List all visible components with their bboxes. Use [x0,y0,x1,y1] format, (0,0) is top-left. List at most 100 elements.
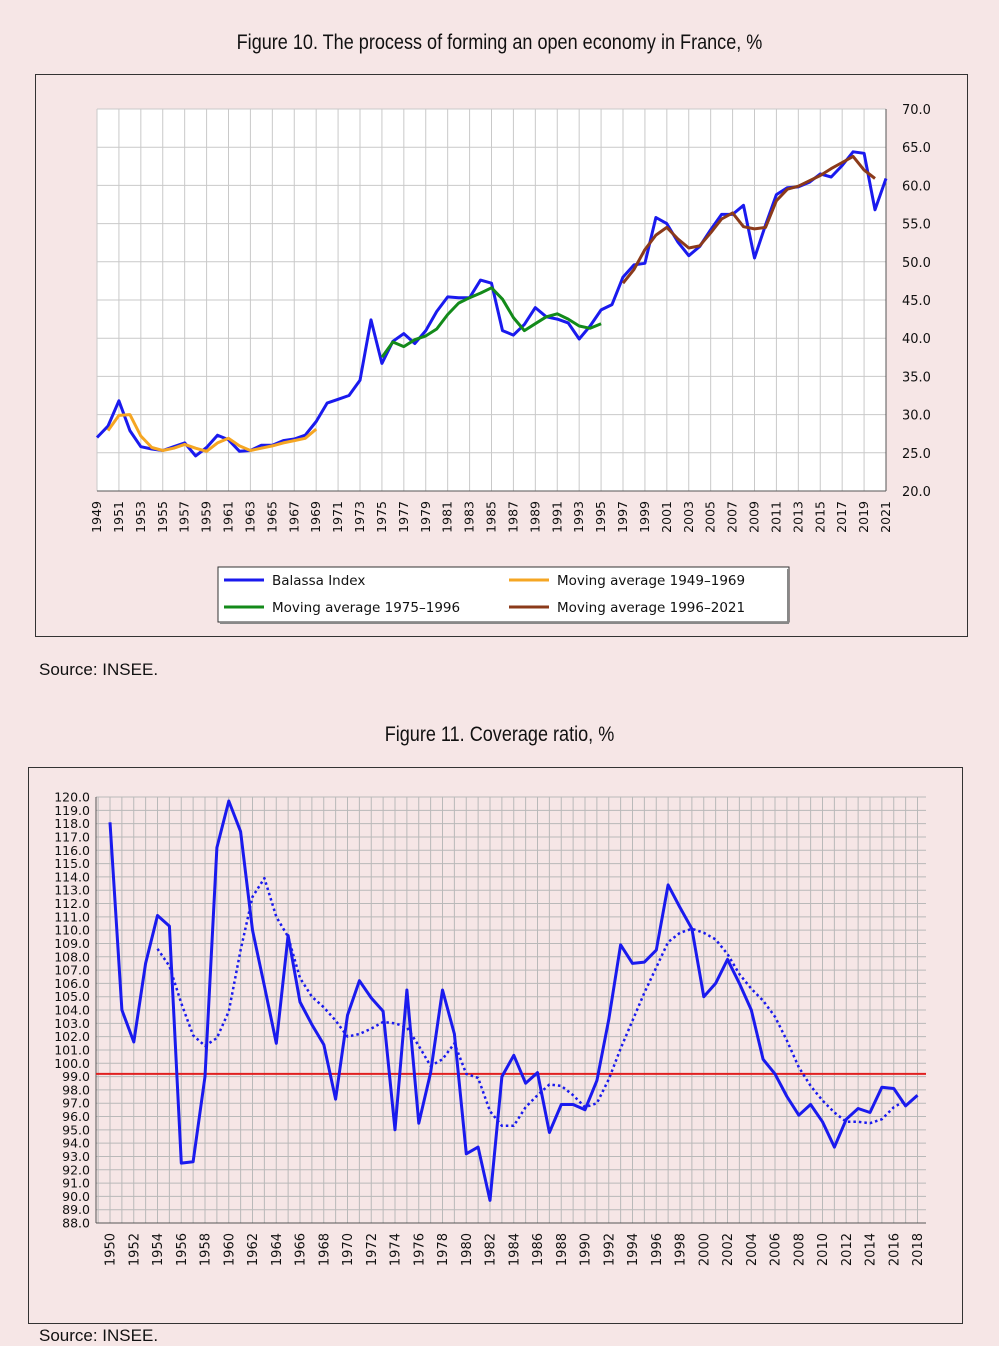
y-tick-label: 119.0 [54,803,90,818]
y-tick-label: 55.0 [902,218,931,233]
x-tick-label: 2017 [834,501,849,533]
y-tick-label: 20.0 [902,485,931,500]
x-tick-label: 1987 [505,501,520,533]
y-tick-label: 40.0 [902,332,931,347]
y-tick-label: 114.0 [54,869,90,884]
y-tick-label: 88.0 [62,1216,90,1231]
y-tick-label: 92.0 [62,1162,90,1177]
y-tick-label: 108.0 [54,949,90,964]
y-tick-label: 104.0 [54,1003,90,1018]
y-tick-label: 105.0 [54,989,90,1004]
x-tick-label: 1953 [133,501,148,533]
y-tick-label: 100.0 [54,1056,90,1071]
x-tick-label: 2012 [840,1233,855,1266]
y-tick-label: 116.0 [54,843,90,858]
y-tick-label: 112.0 [54,896,90,911]
figure10-title: Figure 10. The process of forming an ope… [236,31,763,54]
x-tick-label: 1979 [418,501,433,533]
y-tick-label: 94.0 [62,1136,90,1151]
series-line-4 [621,154,876,285]
x-tick-label: 2013 [790,501,805,533]
x-tick-label: 1950 [104,1233,119,1266]
x-tick-label: 1962 [246,1233,261,1266]
x-tick-label: 1959 [199,501,214,533]
y-tick-label: 115.0 [54,856,90,871]
legend-label: Moving average 1975–1996 [272,600,460,616]
x-tick-label: 1957 [177,501,192,533]
x-tick-label: 2007 [725,501,740,533]
y-tick-label: 50.0 [902,256,931,271]
y-tick-label: 106.0 [54,976,90,991]
y-tick-label: 109.0 [54,936,90,951]
x-tick-label: 2015 [812,501,827,533]
x-tick-label: 1955 [155,501,170,533]
legend-label: Balassa Index [272,573,365,589]
x-tick-label: 1966 [294,1233,309,1266]
y-tick-label: 103.0 [54,1016,90,1031]
y-tick-label: 70.0 [902,103,931,118]
y-tick-label: 90.0 [62,1189,90,1204]
coverage-ratio-line [108,799,919,1202]
y-tick-label: 95.0 [62,1122,90,1137]
x-tick-label: 1994 [626,1233,641,1266]
x-tick-label: 2009 [747,501,762,533]
x-tick-label: 1952 [127,1233,142,1266]
x-tick-label: 2001 [659,501,674,533]
legend-label: Moving average 1996–2021 [557,600,745,616]
x-tick-label: 1961 [221,501,236,533]
x-tick-label: 2011 [768,501,783,533]
x-tick-label: 1978 [436,1233,451,1266]
x-tick-label: 1991 [549,501,564,533]
x-tick-label: 2008 [792,1233,807,1266]
x-tick-label: 1981 [440,501,455,533]
x-tick-label: 1992 [602,1233,617,1266]
x-tick-label: 1980 [460,1233,475,1266]
y-tick-label: 25.0 [902,447,931,462]
y-tick-label: 45.0 [902,294,931,309]
y-tick-label: 118.0 [54,816,90,831]
x-tick-label: 1964 [270,1233,285,1266]
x-tick-label: 1996 [650,1233,665,1266]
x-tick-label: 2010 [816,1233,831,1266]
y-tick-label: 91.0 [62,1176,90,1191]
y-tick-label: 97.0 [62,1096,90,1111]
x-tick-label: 1998 [674,1233,689,1266]
x-tick-label: 1975 [374,501,389,533]
x-tick-label: 1960 [222,1233,237,1266]
y-tick-label: 98.0 [62,1082,90,1097]
x-tick-label: 1958 [199,1233,214,1266]
x-tick-label: 2005 [703,501,718,533]
x-tick-label: 2014 [864,1233,879,1266]
x-tick-label: 1951 [111,501,126,533]
x-tick-label: 1972 [365,1233,380,1266]
x-tick-label: 1986 [531,1233,546,1266]
x-tick-label: 1967 [286,501,301,533]
y-tick-label: 89.0 [62,1202,90,1217]
x-tick-label: 1954 [151,1233,166,1266]
x-tick-label: 1977 [396,501,411,533]
x-tick-label: 2006 [769,1233,784,1266]
figure10-source: Source: INSEE. [39,660,159,679]
x-tick-label: 1982 [484,1233,499,1266]
x-tick-label: 1968 [317,1233,332,1266]
x-tick-label: 1999 [637,501,652,533]
x-tick-label: 2018 [911,1233,926,1266]
x-tick-label: 2004 [745,1233,760,1266]
x-tick-label: 1984 [507,1233,522,1266]
x-tick-label: 1956 [175,1233,190,1266]
figure11-title: Figure 11. Coverage ratio, % [384,723,615,746]
x-tick-label: 1990 [579,1233,594,1266]
y-tick-label: 60.0 [902,179,931,194]
x-tick-label: 1985 [484,501,499,533]
y-tick-label: 30.0 [902,409,931,424]
y-tick-label: 107.0 [54,963,90,978]
x-tick-label: 1969 [308,501,323,533]
y-tick-label: 96.0 [62,1109,90,1124]
legend-label: Moving average 1949–1969 [557,573,745,589]
x-tick-label: 1993 [571,501,586,533]
x-tick-label: 2021 [878,501,893,533]
x-tick-label: 1973 [352,501,367,533]
x-tick-label: 1995 [593,501,608,533]
y-tick-label: 113.0 [54,883,90,898]
x-tick-label: 1970 [341,1233,356,1266]
